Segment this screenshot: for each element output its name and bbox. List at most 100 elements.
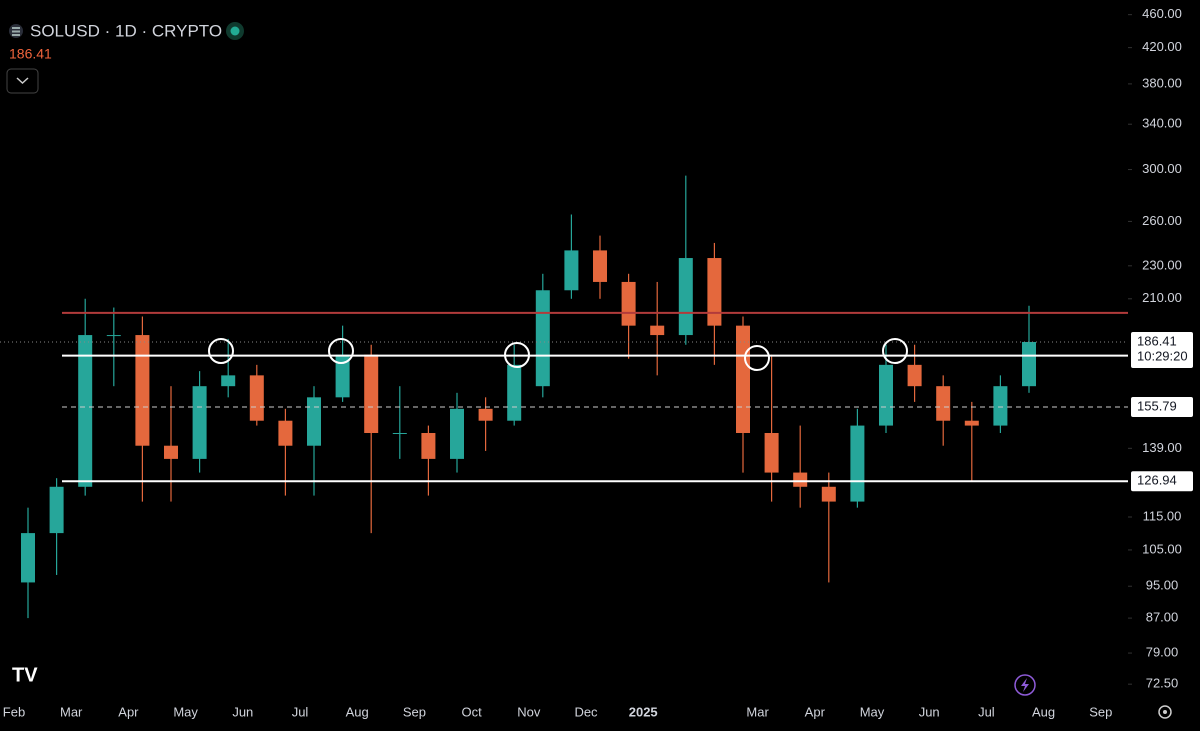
y-tick-label: 260.00 bbox=[1142, 213, 1182, 228]
level-label: 126.94 bbox=[1137, 473, 1177, 488]
x-tick-label: Aug bbox=[346, 704, 369, 719]
candle-body bbox=[650, 325, 665, 336]
candle-body bbox=[164, 445, 178, 459]
candle-body bbox=[850, 425, 865, 502]
candle-body bbox=[993, 386, 1008, 426]
candle-body bbox=[307, 397, 321, 446]
candle-body bbox=[678, 258, 693, 336]
y-tick-label: 380.00 bbox=[1142, 75, 1182, 90]
candle-body bbox=[392, 433, 407, 435]
x-tick-label: Apr bbox=[118, 704, 139, 719]
candle-body bbox=[879, 364, 893, 426]
candle-body bbox=[478, 408, 493, 421]
lightning bbox=[1021, 678, 1029, 692]
plot-layer: 460.00 420.00 380.00 340.00 300.00 260.00 230.… bbox=[0, 6, 1193, 719]
status-dot bbox=[230, 26, 240, 36]
level-label: 155.79 bbox=[1137, 398, 1177, 413]
candle-body bbox=[278, 420, 293, 446]
candle-body bbox=[49, 486, 64, 534]
annotation-circle bbox=[208, 338, 234, 364]
candle-body bbox=[736, 325, 750, 434]
candle-body bbox=[564, 250, 579, 291]
symbol-icon-bar bbox=[12, 27, 20, 29]
x-tick-label: Jul bbox=[292, 704, 309, 719]
annotation-circle bbox=[328, 338, 354, 364]
candle-body bbox=[593, 250, 607, 282]
y-tick-label: 300.00 bbox=[1142, 161, 1182, 176]
x-tick-label: Feb bbox=[3, 704, 25, 719]
symbol-icon-bar bbox=[12, 34, 20, 36]
annotation-circle bbox=[744, 345, 770, 371]
candle-body bbox=[764, 433, 779, 473]
y-tick-label: 87.00 bbox=[1146, 610, 1179, 625]
x-tick-label: Apr bbox=[805, 704, 826, 719]
y-tick-label: 340.00 bbox=[1142, 116, 1182, 131]
x-tick-label: May bbox=[173, 704, 198, 719]
candle-body bbox=[78, 335, 93, 487]
x-tick-label: Aug bbox=[1032, 704, 1055, 719]
candle-body bbox=[907, 364, 922, 387]
x-tick-label: Sep bbox=[403, 704, 426, 719]
candle-body bbox=[364, 354, 379, 434]
logo: TV bbox=[12, 664, 38, 686]
x-tick-label: May bbox=[860, 704, 885, 719]
last-price-label: 186.41 bbox=[1137, 333, 1177, 348]
y-tick-label: 95.00 bbox=[1146, 578, 1179, 593]
candle-body bbox=[535, 290, 550, 387]
level-label-box bbox=[1131, 396, 1193, 417]
candle-body bbox=[821, 486, 836, 502]
x-tick-label: Jun bbox=[232, 704, 253, 719]
y-tick-label: 230.00 bbox=[1142, 257, 1182, 272]
y-tick-label: 420.00 bbox=[1142, 39, 1182, 54]
candle-body bbox=[421, 433, 436, 459]
annotation-circle bbox=[882, 338, 908, 364]
candle-body bbox=[21, 533, 35, 583]
x-tick-label: Jul bbox=[978, 704, 995, 719]
x-tick-label: Jun bbox=[919, 704, 940, 719]
y-tick-label: 105.00 bbox=[1142, 541, 1182, 556]
y-tick-label: 139.00 bbox=[1142, 440, 1182, 455]
last-price-box bbox=[1131, 331, 1193, 368]
candle-body bbox=[507, 364, 522, 421]
x-tick-label: Nov bbox=[517, 704, 541, 719]
chevron bbox=[16, 77, 29, 85]
candle-body bbox=[221, 375, 236, 387]
candle-body bbox=[936, 386, 951, 421]
x-tick-label: Mar bbox=[746, 704, 769, 719]
y-tick-label: 72.50 bbox=[1146, 676, 1179, 691]
collapse-button[interactable] bbox=[6, 68, 39, 94]
x-tick-label: 2025 bbox=[629, 704, 658, 719]
settings-icon[interactable] bbox=[1158, 705, 1172, 719]
level-label-box bbox=[1131, 471, 1193, 492]
candle-body bbox=[621, 281, 636, 326]
candle-body bbox=[249, 375, 264, 421]
candle-body bbox=[335, 354, 350, 398]
header-price: 186.41 bbox=[9, 46, 52, 62]
x-tick-label: Dec bbox=[574, 704, 598, 719]
candle-body bbox=[793, 472, 808, 487]
symbol-title: SOLUSD · 1D · CRYPTO bbox=[30, 21, 222, 40]
x-tick-label: Mar bbox=[60, 704, 83, 719]
annotations bbox=[208, 338, 908, 371]
candle-body bbox=[964, 420, 979, 426]
candle-body bbox=[135, 335, 150, 446]
candle-body bbox=[106, 335, 121, 337]
y-tick-label: 79.00 bbox=[1146, 644, 1179, 659]
candle-body bbox=[450, 408, 464, 459]
candle-body bbox=[707, 258, 722, 326]
x-tick-label: Oct bbox=[461, 704, 482, 719]
lightning-icon[interactable] bbox=[1014, 674, 1036, 696]
y-tick-label: 210.00 bbox=[1142, 290, 1182, 305]
x-tick-label: Sep bbox=[1089, 704, 1112, 719]
symbol-icon-bar bbox=[12, 30, 20, 33]
candle-body bbox=[1022, 341, 1036, 387]
annotation-circle bbox=[504, 342, 530, 368]
countdown-label: 10:29:20 bbox=[1137, 348, 1188, 363]
y-tick-label: 115.00 bbox=[1143, 508, 1182, 523]
settings-center bbox=[1163, 710, 1167, 714]
candle-body bbox=[192, 386, 207, 459]
y-tick-label: 460.00 bbox=[1142, 6, 1182, 21]
